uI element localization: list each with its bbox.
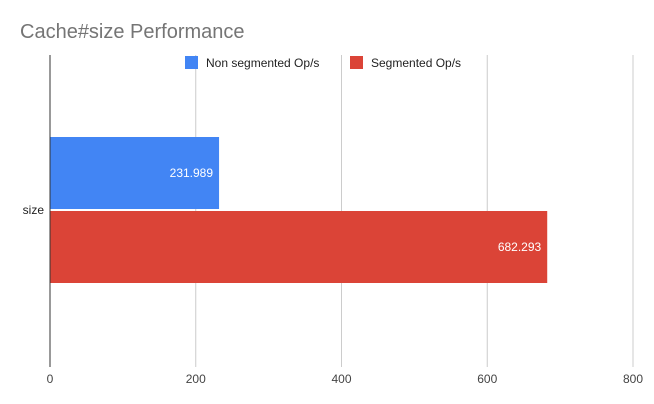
bar-non-segmented xyxy=(50,137,220,209)
legend-label: Non segmented Op/s xyxy=(206,56,319,70)
legend-swatch xyxy=(350,56,363,69)
y-axis-categories: size xyxy=(23,203,45,217)
legend-label: Segmented Op/s xyxy=(371,56,461,70)
category-label: size xyxy=(23,203,45,217)
bars: 231.989 682.293 xyxy=(50,137,548,283)
x-tick-label: 400 xyxy=(331,372,351,386)
data-label: 231.989 xyxy=(170,166,214,180)
x-tick-label: 600 xyxy=(477,372,497,386)
x-axis-ticks: 0 200 400 600 800 xyxy=(47,372,644,386)
legend: Non segmented Op/s Segmented Op/s xyxy=(185,56,461,70)
x-tick-label: 0 xyxy=(47,372,54,386)
data-label: 682.293 xyxy=(498,240,542,254)
x-tick-label: 800 xyxy=(623,372,643,386)
x-tick-label: 200 xyxy=(186,372,206,386)
chart-title: Cache#size Performance xyxy=(20,21,245,43)
legend-swatch xyxy=(185,56,198,69)
bar-segmented xyxy=(50,211,548,283)
